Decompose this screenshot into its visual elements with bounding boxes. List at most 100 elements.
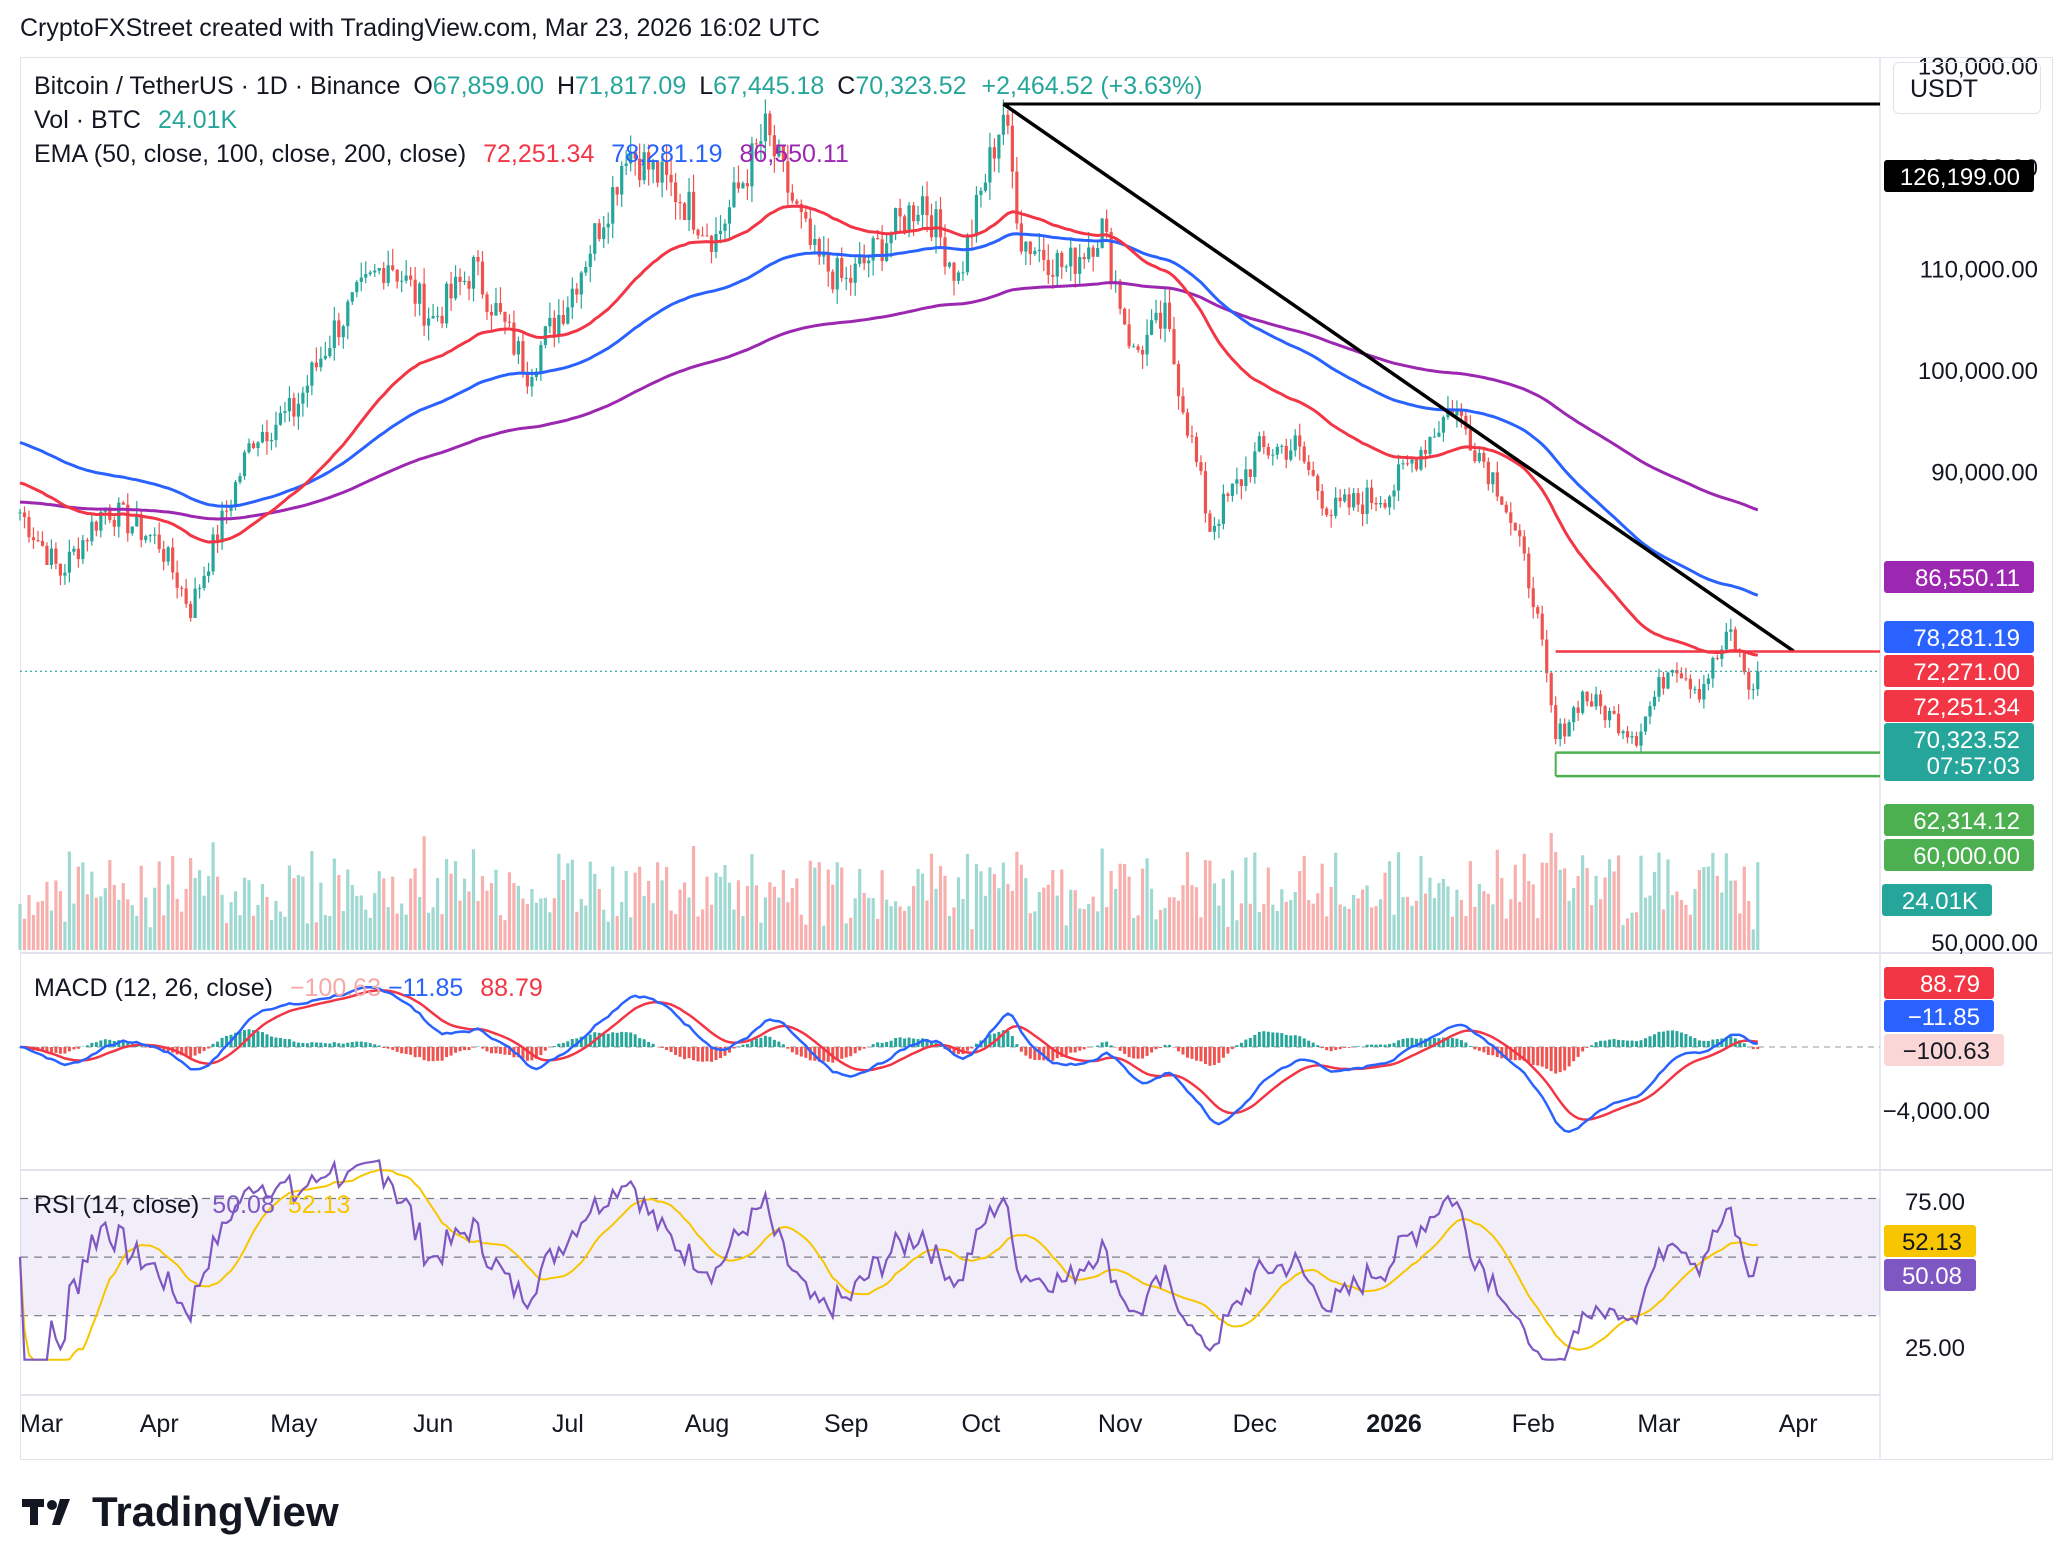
legend-close: 70,323.52 xyxy=(855,72,967,100)
candle-body xyxy=(1612,710,1616,714)
candle-body xyxy=(1091,247,1095,257)
candle-body xyxy=(1531,588,1535,608)
volume-bar xyxy=(885,899,889,950)
macd-hist-bar xyxy=(1567,1047,1571,1067)
volume-bar xyxy=(498,915,503,950)
volume-bar xyxy=(1563,868,1567,950)
macd-hist-bar xyxy=(1257,1031,1261,1047)
macd-hist-bar xyxy=(301,1043,305,1047)
legend-rsi-value: 50.08 xyxy=(212,1191,275,1219)
volume-bar xyxy=(166,884,170,950)
volume-bar xyxy=(76,866,80,950)
candle-body xyxy=(624,163,628,167)
macd-hist-bar xyxy=(1455,1038,1459,1047)
volume-bar xyxy=(1185,852,1190,950)
candle-body xyxy=(427,318,431,326)
volume-bar xyxy=(714,872,718,950)
candle-body xyxy=(629,151,633,164)
candle-body xyxy=(1194,436,1199,463)
volume-bar xyxy=(665,866,669,950)
badge-ema50: 72,251.34 xyxy=(1913,694,2020,721)
macd-hist-bar xyxy=(1612,1038,1616,1047)
volume-bar xyxy=(979,871,983,950)
volume-bar xyxy=(31,914,36,950)
rsi-pane xyxy=(18,1159,1880,1361)
candle-body xyxy=(696,229,700,236)
candle-body xyxy=(584,266,588,273)
price-tick: 130,000.00 xyxy=(1918,53,2038,80)
volume-bar xyxy=(1078,908,1082,950)
macd-hist-bar xyxy=(696,1047,700,1062)
legend-volume-label[interactable]: Vol · BTC xyxy=(34,106,141,134)
macd-hist-bar xyxy=(1450,1037,1454,1047)
candle-body xyxy=(1697,688,1701,700)
volume-bar xyxy=(431,907,435,950)
macd-hist-bar xyxy=(988,1034,992,1047)
candle-body xyxy=(943,237,947,267)
legend-low-label: L xyxy=(699,72,714,100)
volume-bar xyxy=(768,882,772,950)
volume-bar xyxy=(1747,900,1751,950)
volume-bar xyxy=(1742,866,1746,950)
candle-body xyxy=(198,588,202,590)
candle-body xyxy=(822,252,826,257)
candle-body xyxy=(1239,479,1243,487)
volume-bar xyxy=(287,865,292,950)
macd-hist-bar xyxy=(1132,1047,1136,1059)
candle-body xyxy=(1751,689,1755,691)
volume-bar xyxy=(206,876,211,950)
macd-hist-bar xyxy=(1518,1047,1522,1061)
volume-bar xyxy=(894,901,898,950)
price-axis[interactable]: 130,000.00120,000.00110,000.00100,000.00… xyxy=(1883,53,2038,1362)
macd-hist-bar xyxy=(669,1047,673,1052)
candle-body xyxy=(1208,513,1212,532)
candle-body xyxy=(67,551,71,573)
volume-bar xyxy=(341,911,345,950)
candle-body xyxy=(1432,436,1437,438)
currency-selector[interactable]: USDT xyxy=(1893,62,2041,114)
candle-body xyxy=(256,442,260,449)
macd-hist-bar xyxy=(584,1035,588,1047)
legend-macd-label[interactable]: MACD (12, 26, close) xyxy=(34,974,273,1002)
candle-body xyxy=(54,548,58,564)
candle-body xyxy=(1203,471,1208,514)
candle-body xyxy=(224,510,229,512)
candle-body xyxy=(1405,463,1410,465)
candle-body xyxy=(1001,114,1005,135)
macd-hist-bar xyxy=(849,1047,853,1057)
volume-bar xyxy=(781,870,785,950)
volume-bar xyxy=(687,897,691,950)
rsi-line xyxy=(18,1159,1759,1361)
macd-hist-bar xyxy=(876,1042,880,1047)
volume-bar xyxy=(1271,904,1275,950)
volume-bar xyxy=(1132,917,1136,950)
volume-bar xyxy=(503,920,507,950)
drawn-levels[interactable] xyxy=(20,102,1880,778)
candle-body xyxy=(736,182,741,189)
volume-bar xyxy=(1477,883,1481,950)
macd-hist-bar xyxy=(359,1041,363,1047)
volume-bar xyxy=(386,907,390,950)
macd-hist-bar xyxy=(1177,1047,1181,1052)
macd-hist-bar xyxy=(1244,1039,1248,1047)
candle-body xyxy=(193,588,197,619)
legend-rsi-label[interactable]: RSI (14, close) xyxy=(34,1191,200,1219)
candle-body xyxy=(638,158,642,181)
candle-body xyxy=(386,265,390,283)
macd-hist-bar xyxy=(516,1047,520,1058)
candle-body xyxy=(1706,678,1710,684)
volume-bar xyxy=(813,867,817,950)
macd-hist-bar xyxy=(1679,1032,1683,1047)
badge-support-1-bg xyxy=(1884,804,2034,836)
legend-symbol[interactable]: Bitcoin / TetherUS · 1D · Binance xyxy=(34,72,401,100)
macd-hist-bar xyxy=(808,1047,812,1061)
candle-body xyxy=(772,135,776,157)
legend-ema-label[interactable]: EMA (50, close, 100, close, 200, close) xyxy=(34,140,467,168)
candle-body xyxy=(691,191,696,230)
legend-volume-value: 24.01K xyxy=(157,106,238,134)
volume-bar xyxy=(858,868,862,950)
candle-body xyxy=(1688,678,1692,690)
candle-body xyxy=(494,302,498,316)
time-axis[interactable]: Mar Apr May Jun Jul Aug Sep Oct Nov Dec 2026 Feb Mar… xyxy=(20,1410,1818,1438)
